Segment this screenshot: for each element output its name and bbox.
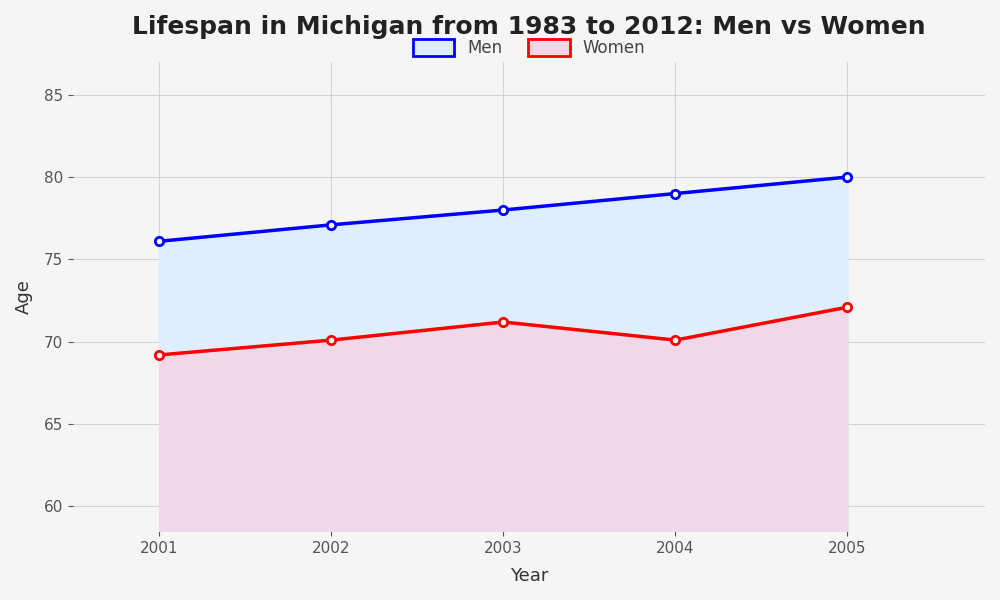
X-axis label: Year: Year [510,567,548,585]
Y-axis label: Age: Age [15,279,33,314]
Title: Lifespan in Michigan from 1983 to 2012: Men vs Women: Lifespan in Michigan from 1983 to 2012: … [132,15,926,39]
Legend: Men, Women: Men, Women [406,32,652,64]
